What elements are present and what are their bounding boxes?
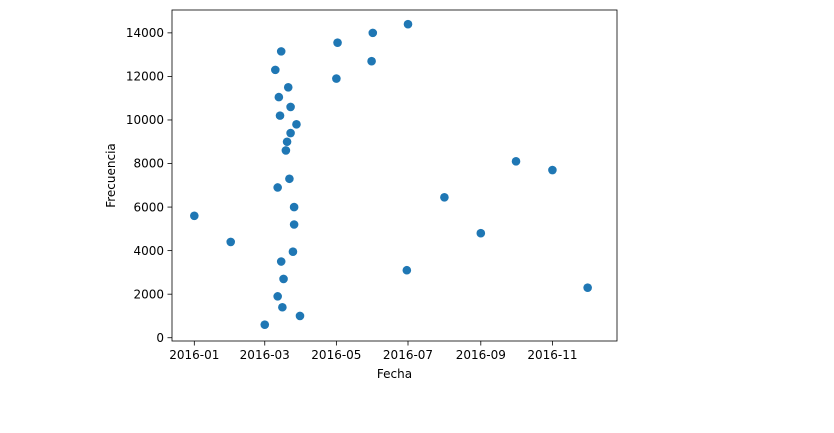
x-tick-label: 2016-11 [527, 348, 577, 362]
x-tick-label: 2016-05 [311, 348, 361, 362]
x-tick-label: 2016-01 [169, 348, 219, 362]
data-point [271, 65, 280, 75]
y-tick-label: 4000 [133, 244, 164, 258]
data-point [260, 320, 270, 329]
data-point [332, 74, 341, 83]
data-point [286, 128, 295, 138]
y-tick-label: 2000 [133, 287, 164, 301]
data-point [288, 247, 298, 257]
x-axis-label: Fecha [377, 367, 412, 381]
data-point [279, 274, 288, 284]
data-point [548, 165, 557, 175]
data-point [274, 92, 284, 102]
data-point [292, 120, 301, 129]
x-tick-label: 2016-09 [456, 348, 506, 362]
data-point [476, 228, 486, 238]
data-point [273, 183, 282, 192]
x-tick-label: 2016-03 [240, 348, 290, 362]
data-point [402, 265, 412, 275]
data-point [283, 83, 293, 92]
data-points [190, 19, 592, 329]
y-tick-label: 12000 [126, 70, 164, 84]
data-point [275, 111, 285, 120]
data-point [295, 311, 305, 321]
data-point [583, 283, 592, 292]
data-point [190, 211, 199, 221]
y-tick-label: 8000 [133, 157, 164, 171]
data-point [276, 257, 286, 266]
data-point [226, 237, 236, 247]
data-point [289, 220, 299, 229]
data-point [289, 202, 299, 212]
data-point [368, 28, 378, 38]
plot-area-frame [171, 9, 618, 342]
x-axis-ticks: 2016-01 2016-03 2016-05 2016-07 2016-09 2016-… [169, 341, 577, 362]
data-point [367, 56, 376, 66]
x-tick-label: 2016-07 [383, 348, 433, 362]
data-point [403, 19, 413, 29]
data-point [281, 146, 291, 155]
y-axis-ticks: 0 2000 4000 6000 8000 10000 12000 14000 [126, 26, 172, 345]
data-point [285, 174, 294, 184]
data-point [276, 47, 286, 56]
y-tick-label: 10000 [126, 113, 164, 127]
data-point [286, 102, 295, 112]
y-tick-label: 14000 [126, 26, 164, 40]
data-point [333, 38, 342, 47]
y-axis-label: Frecuencia [104, 143, 118, 208]
y-tick-label: 6000 [133, 200, 164, 214]
data-point [511, 157, 521, 166]
data-point [440, 192, 449, 202]
data-point [278, 302, 287, 312]
data-point [282, 137, 292, 147]
data-point [273, 292, 282, 301]
y-tick-label: 0 [156, 331, 164, 345]
